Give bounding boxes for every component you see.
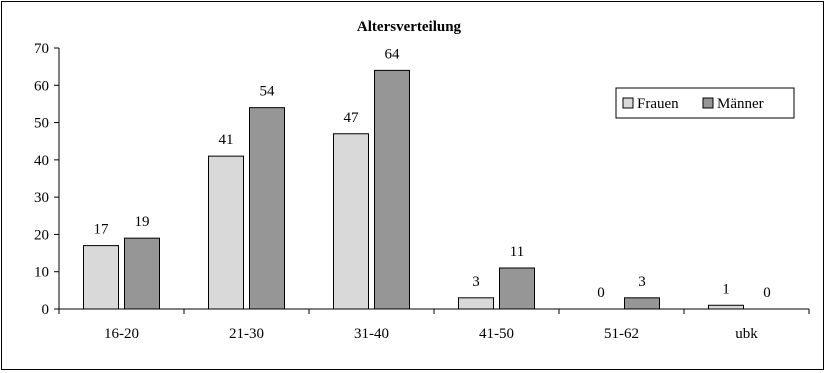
bars	[83, 69, 744, 310]
data-label-männer-51-62: 3	[638, 274, 646, 290]
bar-frauen-16-20	[83, 245, 119, 310]
data-label-männer-31-40: 64	[385, 46, 401, 62]
x-tick-label-ubk: ubk	[735, 326, 758, 342]
bar-frauen-21-30	[208, 155, 244, 310]
bar-männer-51-62	[624, 297, 660, 310]
y-tick-label-60: 60	[34, 78, 49, 94]
bar-frauen-ubk	[708, 304, 744, 310]
bar-männer-31-40	[374, 69, 410, 310]
data-label-frauen-51-62: 0	[597, 285, 605, 301]
x-tick-label-51-62: 51-62	[604, 326, 639, 342]
legend-label-maenner: Männer	[717, 96, 764, 112]
chart-title: Altersverteilung	[357, 19, 462, 35]
x-axis: 16-20 21-30 31-40 41-50 51-62 ubk	[58, 308, 810, 342]
y-tick-label-40: 40	[34, 153, 49, 169]
data-label-männer-16-20: 19	[135, 214, 150, 230]
bar-männer-16-20	[124, 237, 160, 310]
y-tick-label-20: 20	[34, 227, 49, 243]
x-tick-label-31-40: 31-40	[354, 326, 389, 342]
bar-männer-21-30	[249, 107, 285, 310]
legend-swatch-frauen	[622, 97, 634, 109]
data-label-frauen-ubk: 1	[722, 281, 730, 297]
y-tick-label-30: 30	[34, 190, 49, 206]
data-label-männer-41-50: 11	[510, 244, 524, 260]
data-label-frauen-21-30: 41	[219, 132, 234, 148]
data-label-frauen-31-40: 47	[344, 110, 360, 126]
y-tick-label-50: 50	[34, 116, 49, 132]
bar-frauen-41-50	[458, 297, 494, 310]
data-labels: 17 19 41 54 47 64 3 11 0 3 1 0	[94, 46, 771, 301]
x-tick-label-16-20: 16-20	[104, 326, 139, 342]
y-axis: 0 10 20 30 40 50 60 70	[34, 41, 60, 318]
x-tick-label-21-30: 21-30	[229, 326, 264, 342]
legend-label-frauen: Frauen	[637, 96, 679, 112]
data-label-männer-ubk: 0	[763, 285, 771, 301]
x-tick-label-41-50: 41-50	[479, 326, 514, 342]
y-tick-label-70: 70	[34, 41, 49, 57]
y-tick-label-10: 10	[34, 265, 49, 281]
data-label-frauen-16-20: 17	[94, 222, 110, 238]
bar-männer-41-50	[499, 267, 535, 310]
data-label-frauen-41-50: 3	[472, 274, 480, 290]
data-label-männer-21-30: 54	[260, 84, 276, 100]
legend: Frauen Männer	[615, 87, 795, 119]
y-tick-label-0: 0	[42, 302, 50, 318]
legend-swatch-maenner	[702, 97, 714, 109]
bar-frauen-31-40	[333, 133, 369, 310]
